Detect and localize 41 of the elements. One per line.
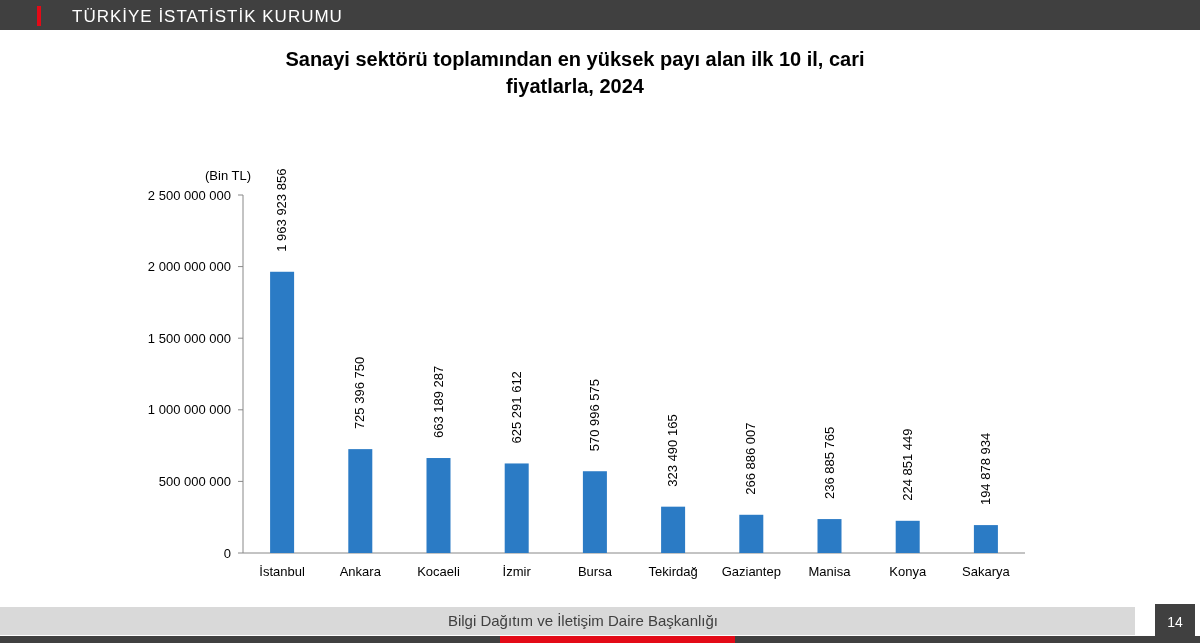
- bar: [582, 471, 607, 553]
- x-tick-label: İzmir: [502, 564, 532, 579]
- y-axis-title: (Bin TL): [205, 168, 251, 183]
- x-tick-label: Sakarya: [962, 564, 1011, 579]
- y-tick-label: 0: [223, 545, 231, 561]
- bar: [895, 520, 920, 553]
- bar: [973, 525, 998, 553]
- data-label: 570 996 575: [586, 378, 602, 452]
- data-label: 725 396 750: [352, 356, 368, 430]
- bar: [426, 458, 451, 553]
- data-label: 625 291 612: [508, 371, 524, 444]
- data-label: 663 189 287: [430, 365, 446, 439]
- text: TÜRKİYE İSTATİSTİK KURUMU: [72, 7, 343, 26]
- y-tick-label: 1 000 000 000: [147, 402, 231, 418]
- bar: [739, 514, 764, 553]
- y-tick-label: 500 000 000: [158, 473, 231, 489]
- data-label: 266 886 007: [743, 422, 759, 495]
- bar: [817, 519, 842, 553]
- x-tick-label: Kocaeli: [417, 564, 460, 579]
- bar: [661, 506, 686, 553]
- x-tick-label: Konya: [889, 564, 927, 579]
- data-label: 236 885 765: [821, 426, 837, 500]
- x-tick-label: Gaziantep: [721, 564, 781, 579]
- text: 14: [1167, 614, 1183, 630]
- x-tick-label: Bursa: [577, 564, 613, 579]
- text: Bilgi Dağıtım ve İletişim Daire Başkanlığı: [447, 612, 719, 629]
- x-tick-label: İstanbul: [259, 564, 305, 579]
- data-label: 224 851 449: [899, 428, 915, 501]
- bar: [504, 463, 529, 553]
- bar: [270, 271, 295, 553]
- data-label: 323 490 165: [665, 414, 681, 487]
- data-label: 194 878 934: [977, 432, 993, 506]
- data-label: 1 963 923 856: [274, 168, 290, 252]
- bar: [348, 449, 373, 553]
- y-tick-label: 2 000 000 000: [147, 259, 231, 275]
- x-tick-label: Ankara: [339, 564, 382, 579]
- chart-title: Sanayi sektörü toplamından en yüksek payı alan ilk 10 il, cari fiyatlarla, 2024: [285, 48, 865, 97]
- x-tick-label: Tekirdağ: [648, 564, 698, 579]
- y-tick-label: 2 500 000 000: [147, 187, 231, 203]
- x-tick-label: Manisa: [808, 564, 852, 579]
- y-tick-label: 1 500 000 000: [147, 330, 231, 346]
